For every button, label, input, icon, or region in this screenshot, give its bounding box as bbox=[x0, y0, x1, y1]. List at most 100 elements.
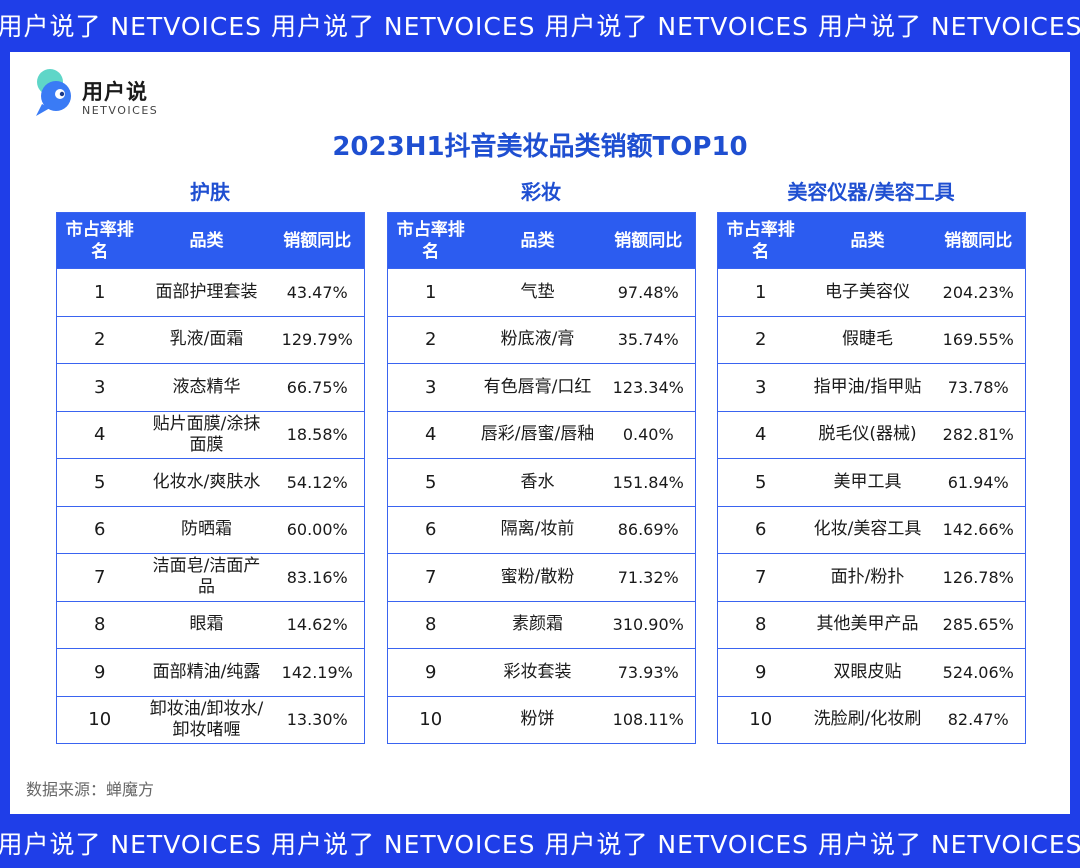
header-rank: 市占率排名 bbox=[717, 212, 804, 269]
value-cell: 86.69% bbox=[601, 505, 696, 554]
category-cell: 脱毛仪(器械) bbox=[803, 410, 932, 459]
rank-cell: 6 bbox=[717, 505, 804, 554]
value-cell: 71.32% bbox=[601, 553, 696, 601]
table-row: 9 双眼皮贴 524.06% bbox=[717, 648, 1026, 696]
rank-cell: 10 bbox=[387, 695, 474, 744]
header-category: 品类 bbox=[142, 212, 271, 269]
category-cell: 粉底液/膏 bbox=[473, 315, 602, 364]
rank-cell: 8 bbox=[717, 600, 804, 649]
value-cell: 18.58% bbox=[270, 410, 365, 459]
value-cell: 97.48% bbox=[601, 268, 696, 316]
table-row: 10 粉饼 108.11% bbox=[387, 695, 696, 744]
section-title: 护肤 bbox=[190, 180, 230, 204]
rank-cell: 6 bbox=[387, 505, 474, 554]
rank-cell: 8 bbox=[387, 600, 474, 649]
value-cell: 285.65% bbox=[931, 600, 1026, 649]
rank-cell: 5 bbox=[717, 458, 804, 506]
logo-text-cn: 用户说 bbox=[82, 80, 148, 104]
category-cell: 乳液/面霜 bbox=[142, 315, 271, 364]
category-cell: 素颜霜 bbox=[473, 600, 602, 649]
category-cell: 有色唇膏/口红 bbox=[473, 363, 602, 411]
rank-cell: 9 bbox=[717, 648, 804, 696]
table-row: 8 素颜霜 310.90% bbox=[387, 600, 696, 649]
table-row: 8 其他美甲产品 285.65% bbox=[717, 600, 1026, 649]
header-rank: 市占率排名 bbox=[387, 212, 474, 269]
category-cell: 双眼皮贴 bbox=[803, 648, 932, 696]
rank-cell: 3 bbox=[56, 363, 143, 411]
rank-cell: 5 bbox=[387, 458, 474, 506]
rank-cell: 4 bbox=[56, 410, 143, 459]
category-cell: 卸妆油/卸妆水/卸妆啫喱 bbox=[142, 695, 271, 744]
table-header-row: 市占率排名 品类 销额同比 bbox=[717, 212, 1026, 269]
data-source-note: 数据来源：蝉魔方 bbox=[26, 780, 155, 799]
header-category: 品类 bbox=[803, 212, 932, 269]
ranking-table: 市占率排名 品类 销额同比 1 面部护理套装 43.47% 2 乳液/面霜 129.79%… bbox=[56, 212, 365, 744]
rank-cell: 1 bbox=[387, 268, 474, 316]
rank-cell: 2 bbox=[717, 315, 804, 364]
bottom-banner: 用户说了 NETVOICES 用户说了 NETVOICES 用户说了 NETVO… bbox=[0, 830, 1080, 859]
table-row: 3 液态精华 66.75% bbox=[56, 363, 365, 411]
section-title: 彩妆 bbox=[521, 180, 561, 204]
table-row: 7 面扑/粉扑 126.78% bbox=[717, 553, 1026, 601]
table-row: 5 美甲工具 61.94% bbox=[717, 458, 1026, 506]
value-cell: 126.78% bbox=[931, 553, 1026, 601]
value-cell: 35.74% bbox=[601, 315, 696, 364]
ranking-table: 市占率排名 品类 销额同比 1 气垫 97.48% 2 粉底液/膏 35.74% 3 有色唇膏… bbox=[387, 212, 696, 744]
category-cell: 隔离/妆前 bbox=[473, 505, 602, 554]
top-banner: 用户说了 NETVOICES 用户说了 NETVOICES 用户说了 NETVO… bbox=[0, 12, 1080, 41]
ranking-table: 市占率排名 品类 销额同比 1 电子美容仪 204.23% 2 假睫毛 169.55% 3 指… bbox=[717, 212, 1026, 744]
section-makeup: 彩妆 市占率排名 品类 销额同比 1 气垫 97.48% 2 粉底液/膏 35.74% 3 有… bbox=[387, 178, 696, 744]
table-row: 9 彩妆套装 73.93% bbox=[387, 648, 696, 696]
category-cell: 假睫毛 bbox=[803, 315, 932, 364]
value-cell: 129.79% bbox=[270, 315, 365, 364]
header-value: 销额同比 bbox=[931, 212, 1026, 269]
header-rank: 市占率排名 bbox=[56, 212, 143, 269]
category-cell: 蜜粉/散粉 bbox=[473, 553, 602, 601]
rank-cell: 3 bbox=[717, 363, 804, 411]
table-row: 3 指甲油/指甲贴 73.78% bbox=[717, 363, 1026, 411]
category-cell: 贴片面膜/涂抹面膜 bbox=[142, 410, 271, 459]
table-row: 6 防晒霜 60.00% bbox=[56, 505, 365, 554]
logo-text-en: NETVOICES bbox=[82, 104, 159, 117]
category-cell: 气垫 bbox=[473, 268, 602, 316]
rank-cell: 1 bbox=[56, 268, 143, 316]
rank-cell: 7 bbox=[387, 553, 474, 601]
header-value: 销额同比 bbox=[270, 212, 365, 269]
table-header-row: 市占率排名 品类 销额同比 bbox=[56, 212, 365, 269]
category-cell: 洗脸刷/化妆刷 bbox=[803, 695, 932, 744]
value-cell: 13.30% bbox=[270, 695, 365, 744]
category-cell: 眼霜 bbox=[142, 600, 271, 649]
value-cell: 54.12% bbox=[270, 458, 365, 506]
table-row: 9 面部精油/纯露 142.19% bbox=[56, 648, 365, 696]
table-row: 1 电子美容仪 204.23% bbox=[717, 268, 1026, 316]
table-row: 4 脱毛仪(器械) 282.81% bbox=[717, 410, 1026, 459]
header-category: 品类 bbox=[473, 212, 602, 269]
category-cell: 电子美容仪 bbox=[803, 268, 932, 316]
section-skincare: 护肤 市占率排名 品类 销额同比 1 面部护理套装 43.47% 2 乳液/面霜 129.… bbox=[56, 178, 365, 744]
value-cell: 204.23% bbox=[931, 268, 1026, 316]
rank-cell: 2 bbox=[387, 315, 474, 364]
rank-cell: 5 bbox=[56, 458, 143, 506]
rank-cell: 4 bbox=[717, 410, 804, 459]
value-cell: 123.34% bbox=[601, 363, 696, 411]
table-row: 10 卸妆油/卸妆水/卸妆啫喱 13.30% bbox=[56, 695, 365, 744]
rank-cell: 3 bbox=[387, 363, 474, 411]
category-cell: 面部精油/纯露 bbox=[142, 648, 271, 696]
value-cell: 142.19% bbox=[270, 648, 365, 696]
value-cell: 83.16% bbox=[270, 553, 365, 601]
table-row: 8 眼霜 14.62% bbox=[56, 600, 365, 649]
rank-cell: 10 bbox=[56, 695, 143, 744]
table-header-row: 市占率排名 品类 销额同比 bbox=[387, 212, 696, 269]
table-row: 2 假睫毛 169.55% bbox=[717, 315, 1026, 364]
rank-cell: 10 bbox=[717, 695, 804, 744]
table-row: 7 洁面皂/洁面产品 83.16% bbox=[56, 553, 365, 601]
table-row: 6 化妆/美容工具 142.66% bbox=[717, 505, 1026, 554]
content-card: 用户说 NETVOICES 2023H1抖音美妆品类销额TOP10 护肤 市占率… bbox=[10, 52, 1070, 814]
value-cell: 61.94% bbox=[931, 458, 1026, 506]
section-beauty-tools: 美容仪器/美容工具 市占率排名 品类 销额同比 1 电子美容仪 204.23% 2 假睫… bbox=[717, 178, 1026, 744]
value-cell: 169.55% bbox=[931, 315, 1026, 364]
table-row: 4 唇彩/唇蜜/唇釉 0.40% bbox=[387, 410, 696, 459]
category-cell: 洁面皂/洁面产品 bbox=[142, 553, 271, 601]
value-cell: 310.90% bbox=[601, 600, 696, 649]
category-cell: 指甲油/指甲贴 bbox=[803, 363, 932, 411]
